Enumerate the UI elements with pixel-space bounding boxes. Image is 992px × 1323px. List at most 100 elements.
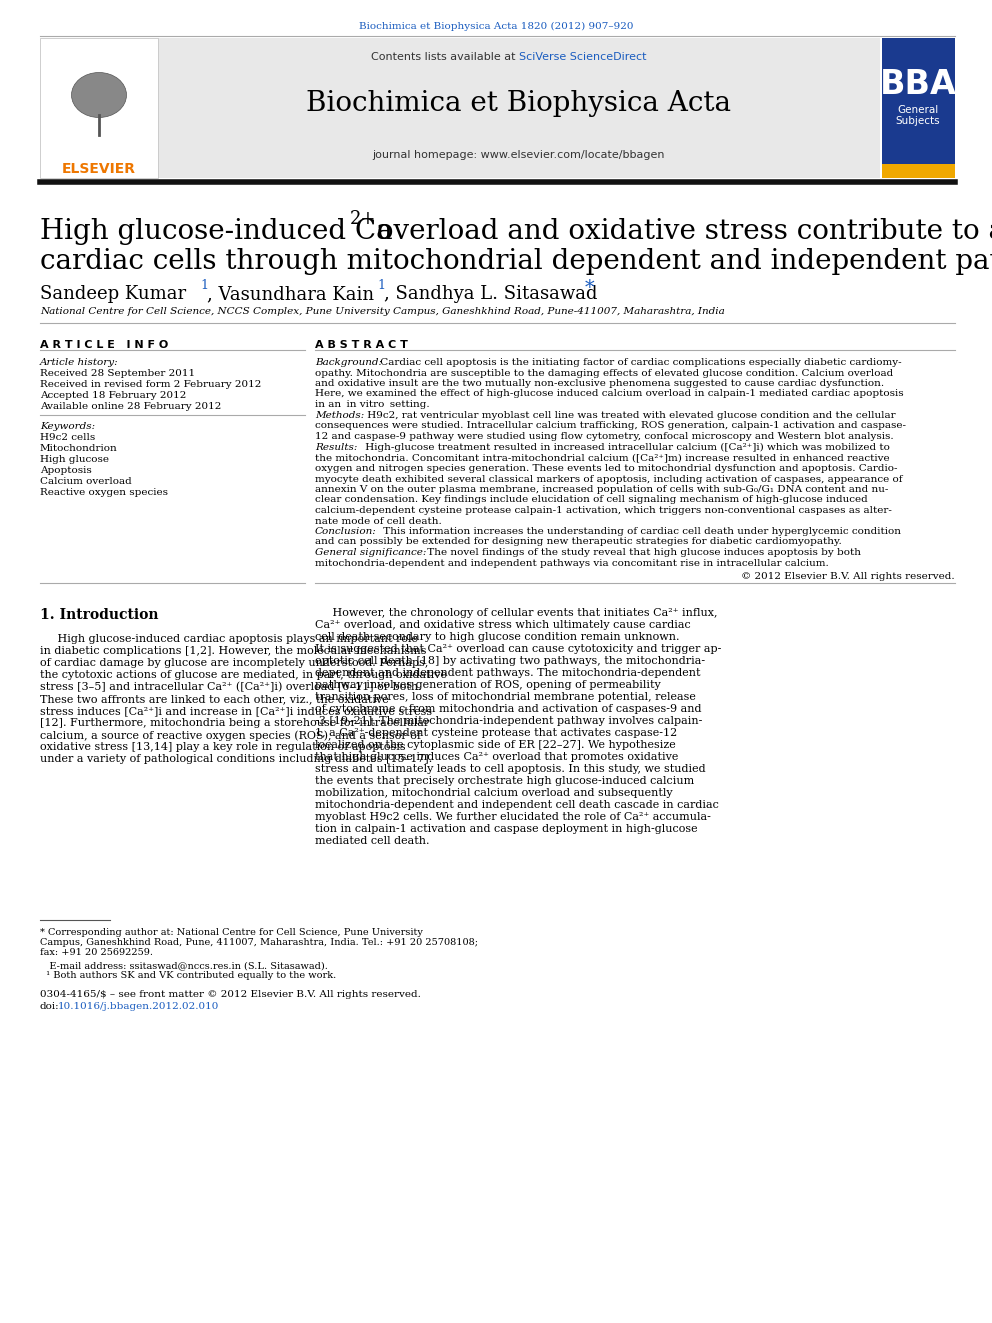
Text: opathy. Mitochondria are susceptible to the damaging effects of elevated glucose: opathy. Mitochondria are susceptible to …: [315, 369, 893, 377]
Text: of cytochrome c from mitochondria and activation of caspases-9 and: of cytochrome c from mitochondria and ac…: [315, 704, 701, 714]
Text: mobilization, mitochondrial calcium overload and subsequently: mobilization, mitochondrial calcium over…: [315, 789, 673, 798]
Bar: [882, 164, 955, 179]
Text: and oxidative insult are the two mutually non-exclusive phenomena suggested to c: and oxidative insult are the two mutuall…: [315, 378, 884, 388]
Text: stress and ultimately leads to cell apoptosis. In this study, we studied: stress and ultimately leads to cell apop…: [315, 763, 705, 774]
Text: Received in revised form 2 February 2012: Received in revised form 2 February 2012: [40, 380, 261, 389]
Text: mitochondria-dependent and independent cell death cascade in cardiac: mitochondria-dependent and independent c…: [315, 800, 719, 810]
Text: Campus, Ganeshkhind Road, Pune, 411007, Maharashtra, India. Tel.: +91 20 2570810: Campus, Ganeshkhind Road, Pune, 411007, …: [40, 938, 478, 947]
Ellipse shape: [71, 73, 127, 118]
Text: overload and oxidative stress contribute to apoptosis of: overload and oxidative stress contribute…: [368, 218, 992, 245]
Text: 1, a Ca²⁺-dependent cysteine protease that activates caspase-12: 1, a Ca²⁺-dependent cysteine protease th…: [315, 728, 678, 738]
Text: Biochimica et Biophysica Acta 1820 (2012) 907–920: Biochimica et Biophysica Acta 1820 (2012…: [359, 22, 633, 32]
Text: clear condensation. Key findings include elucidation of cell signaling mechanism: clear condensation. Key findings include…: [315, 496, 868, 504]
Text: The novel findings of the study reveal that high glucose induces apoptosis by bo: The novel findings of the study reveal t…: [424, 548, 861, 557]
Text: Here, we examined the effect of high-glucose induced calcium overload in calpain: Here, we examined the effect of high-glu…: [315, 389, 904, 398]
Bar: [158, 38, 880, 179]
Text: ELSEVIER: ELSEVIER: [62, 161, 136, 176]
Text: A R T I C L E   I N F O: A R T I C L E I N F O: [40, 340, 169, 351]
Text: the events that precisely orchestrate high glucose-induced calcium: the events that precisely orchestrate hi…: [315, 777, 694, 786]
Text: myocyte death exhibited several classical markers of apoptosis, including activa: myocyte death exhibited several classica…: [315, 475, 903, 483]
Text: H9c2, rat ventricular myoblast cell line was treated with elevated glucose condi: H9c2, rat ventricular myoblast cell line…: [364, 411, 896, 419]
Text: of cardiac damage by glucose are incompletely understood. Perhaps,: of cardiac damage by glucose are incompl…: [40, 658, 429, 668]
Text: and can possibly be extended for designing new therapeutic strategies for diabet: and can possibly be extended for designi…: [315, 537, 842, 546]
Text: Accepted 18 February 2012: Accepted 18 February 2012: [40, 392, 186, 400]
Text: High glucose-induced Ca: High glucose-induced Ca: [40, 218, 393, 245]
Text: 1: 1: [200, 279, 208, 292]
Text: journal homepage: www.elsevier.com/locate/bbagen: journal homepage: www.elsevier.com/locat…: [373, 149, 666, 160]
Text: E-mail address: ssitaswad@nccs.res.in (S.L. Sitasawad).: E-mail address: ssitaswad@nccs.res.in (S…: [40, 960, 328, 970]
Text: Calcium overload: Calcium overload: [40, 478, 132, 486]
Text: Sandeep Kumar: Sandeep Kumar: [40, 284, 191, 303]
Text: 2+: 2+: [350, 210, 376, 228]
Text: Received 28 September 2011: Received 28 September 2011: [40, 369, 195, 378]
Text: stress induces [Ca²⁺]i and increase in [Ca²⁺]i induces oxidative stress: stress induces [Ca²⁺]i and increase in […: [40, 706, 433, 716]
Text: 12 and caspase-9 pathway were studied using flow cytometry, confocal microscopy : 12 and caspase-9 pathway were studied us…: [315, 433, 894, 441]
Text: cell death secondary to high glucose condition remain unknown.: cell death secondary to high glucose con…: [315, 632, 680, 642]
Text: Ca²⁺ overload, and oxidative stress which ultimately cause cardiac: Ca²⁺ overload, and oxidative stress whic…: [315, 620, 690, 630]
Text: High glucose-induced cardiac apoptosis plays an important role: High glucose-induced cardiac apoptosis p…: [40, 634, 418, 644]
Text: pathway involves generation of ROS, opening of permeability: pathway involves generation of ROS, open…: [315, 680, 661, 691]
Text: 1. Introduction: 1. Introduction: [40, 609, 159, 622]
Text: Reactive oxygen species: Reactive oxygen species: [40, 488, 168, 497]
Text: the mitochondria. Concomitant intra-mitochondrial calcium ([Ca²⁺]m) increase res: the mitochondria. Concomitant intra-mito…: [315, 454, 890, 463]
Text: mitochondria-dependent and independent pathways via concomitant rise in intracel: mitochondria-dependent and independent p…: [315, 558, 828, 568]
Text: stress [3–5] and intracellular Ca²⁺ ([Ca²⁺]i) overload [6–11] or both.: stress [3–5] and intracellular Ca²⁺ ([Ca…: [40, 681, 422, 692]
Text: BBA: BBA: [880, 67, 956, 101]
Text: High glucose: High glucose: [40, 455, 109, 464]
Text: [12]. Furthermore, mitochondria being a storehouse for intracellular: [12]. Furthermore, mitochondria being a …: [40, 718, 430, 728]
Text: under a variety of pathological conditions including diabetes [15–17].: under a variety of pathological conditio…: [40, 754, 433, 763]
Text: Contents lists available at: Contents lists available at: [371, 52, 519, 62]
Text: myoblast H9c2 cells. We further elucidated the role of Ca²⁺ accumula-: myoblast H9c2 cells. We further elucidat…: [315, 812, 711, 822]
Text: fax: +91 20 25692259.: fax: +91 20 25692259.: [40, 949, 153, 957]
Text: These two affronts are linked to each other, viz., the oxidative: These two affronts are linked to each ot…: [40, 695, 389, 704]
Text: localized on the cytoplasmic side of ER [22–27]. We hypothesize: localized on the cytoplasmic side of ER …: [315, 740, 676, 750]
Text: Background:: Background:: [315, 359, 382, 366]
Bar: [882, 38, 955, 179]
Text: the cytotoxic actions of glucose are mediated, in part, through oxidative: the cytotoxic actions of glucose are med…: [40, 669, 447, 680]
Text: mediated cell death.: mediated cell death.: [315, 836, 430, 845]
Text: SciVerse ScienceDirect: SciVerse ScienceDirect: [519, 52, 647, 62]
Text: Methods:: Methods:: [315, 411, 364, 419]
Text: General significance:: General significance:: [315, 548, 427, 557]
Text: in an  in vitro  setting.: in an in vitro setting.: [315, 400, 430, 409]
Text: General: General: [898, 105, 938, 115]
Text: oxidative stress [13,14] play a key role in regulation of apoptosis: oxidative stress [13,14] play a key role…: [40, 742, 406, 751]
Text: Cardiac cell apoptosis is the initiating factor of cardiac complications especia: Cardiac cell apoptosis is the initiating…: [377, 359, 902, 366]
Text: Keywords:: Keywords:: [40, 422, 95, 431]
Text: H9c2 cells: H9c2 cells: [40, 433, 95, 442]
Text: that high glucose induces Ca²⁺ overload that promotes oxidative: that high glucose induces Ca²⁺ overload …: [315, 751, 679, 762]
Bar: [40, 38, 158, 179]
Text: Apoptosis: Apoptosis: [40, 466, 91, 475]
Text: A B S T R A C T: A B S T R A C T: [315, 340, 408, 351]
Text: Mitochondrion: Mitochondrion: [40, 445, 118, 452]
Text: Article history:: Article history:: [40, 359, 119, 366]
Text: 10.1016/j.bbagen.2012.02.010: 10.1016/j.bbagen.2012.02.010: [58, 1002, 219, 1011]
Text: *: *: [585, 279, 594, 296]
Text: However, the chronology of cellular events that initiates Ca²⁺ influx,: However, the chronology of cellular even…: [315, 609, 717, 618]
Text: consequences were studied. Intracellular calcium trafficking, ROS generation, ca: consequences were studied. Intracellular…: [315, 422, 906, 430]
Text: This information increases the understanding of cardiac cell death under hypergl: This information increases the understan…: [380, 527, 901, 536]
Text: , Sandhya L. Sitasawad: , Sandhya L. Sitasawad: [384, 284, 603, 303]
Text: Subjects: Subjects: [896, 116, 940, 126]
Text: annexin V on the outer plasma membrane, increased population of cells with sub-G: annexin V on the outer plasma membrane, …: [315, 486, 889, 493]
Text: tion in calpain-1 activation and caspase deployment in high-glucose: tion in calpain-1 activation and caspase…: [315, 824, 697, 833]
Text: dependent and independent pathways. The mitochondria-dependent: dependent and independent pathways. The …: [315, 668, 700, 677]
Text: cardiac cells through mitochondrial dependent and independent pathways: cardiac cells through mitochondrial depe…: [40, 247, 992, 275]
Text: Available online 28 February 2012: Available online 28 February 2012: [40, 402, 221, 411]
Text: Biochimica et Biophysica Acta: Biochimica et Biophysica Acta: [307, 90, 731, 116]
Text: calcium-dependent cysteine protease calpain-1 activation, which triggers non-con: calcium-dependent cysteine protease calp…: [315, 505, 892, 515]
Text: © 2012 Elsevier B.V. All rights reserved.: © 2012 Elsevier B.V. All rights reserved…: [741, 572, 955, 581]
Text: * Corresponding author at: National Centre for Cell Science, Pune University: * Corresponding author at: National Cent…: [40, 927, 423, 937]
Text: 1: 1: [377, 279, 385, 292]
Text: nate mode of cell death.: nate mode of cell death.: [315, 516, 441, 525]
Text: Results:: Results:: [315, 443, 357, 452]
Text: National Centre for Cell Science, NCCS Complex, Pune University Campus, Ganeshkh: National Centre for Cell Science, NCCS C…: [40, 307, 725, 316]
Text: , Vasundhara Kain: , Vasundhara Kain: [207, 284, 380, 303]
Text: Conclusion:: Conclusion:: [315, 527, 377, 536]
Text: transition pores, loss of mitochondrial membrane potential, release: transition pores, loss of mitochondrial …: [315, 692, 695, 703]
Text: High-glucose treatment resulted in increased intracellular calcium ([Ca²⁺]i) whi: High-glucose treatment resulted in incre…: [362, 443, 890, 452]
Text: -3 [19–21]. The mitochondria-independent pathway involves calpain-: -3 [19–21]. The mitochondria-independent…: [315, 716, 702, 726]
Text: in diabetic complications [1,2]. However, the molecular mechanisms: in diabetic complications [1,2]. However…: [40, 646, 427, 656]
Text: doi:: doi:: [40, 1002, 60, 1011]
Text: oxygen and nitrogen species generation. These events led to mitochondrial dysfun: oxygen and nitrogen species generation. …: [315, 464, 898, 474]
